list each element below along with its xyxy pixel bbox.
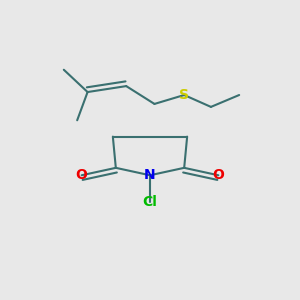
Text: Cl: Cl (142, 195, 158, 209)
Text: S: S (179, 88, 189, 102)
Text: N: N (144, 168, 156, 182)
Text: O: O (212, 168, 224, 182)
Text: O: O (76, 168, 88, 182)
